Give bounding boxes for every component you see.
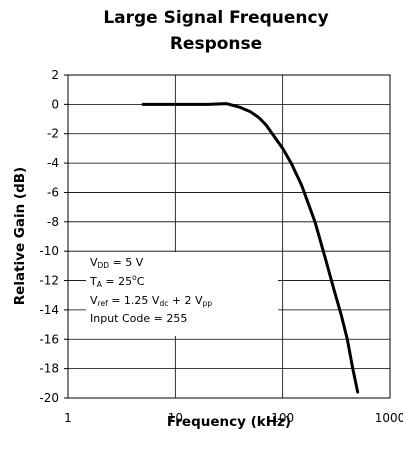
x-tick-label: 10: [168, 411, 183, 425]
annotation-vref: Vref = 1.25 Vdc + 2 Vpp: [90, 294, 212, 308]
annotation-input-code: Input Code = 255: [90, 312, 187, 325]
y-tick-label: -2: [47, 127, 59, 141]
grid: [67, 74, 391, 399]
y-tick-label: -12: [39, 274, 59, 288]
annotation-vdd: VDD = 5 V: [90, 256, 144, 270]
y-tick-labels: 2 0 -2 -4 -6 -8 -10 -12 -14 -16 -18 -20: [39, 68, 68, 405]
x-axis-label: Frequency (kHz): [167, 414, 291, 430]
y-tick-label: -20: [39, 391, 59, 405]
y-tick-label: -18: [39, 362, 59, 376]
y-tick-label: -8: [47, 215, 59, 229]
legend-box: VDD = 5 V TA = 25oC Vref = 1.25 Vdc + 2 …: [86, 252, 278, 336]
y-axis-label: Relative Gain (dB): [12, 167, 28, 305]
y-tick-label: -10: [39, 244, 59, 258]
annotation-background: [86, 252, 278, 336]
y-tick-label: -4: [47, 156, 59, 170]
annotation-ta: TA = 25oC: [89, 273, 145, 289]
y-tick-label: 0: [51, 97, 59, 111]
y-tick-label: -6: [47, 185, 59, 199]
y-tick-label: 2: [51, 68, 59, 82]
chart-title-line2: Response: [170, 34, 262, 54]
y-tick-label: -14: [39, 303, 59, 317]
gain-curve: [141, 102, 360, 394]
chart-title-line1: Large Signal Frequency: [103, 8, 328, 28]
x-tick-label: 100: [271, 411, 294, 425]
x-tick-label: 1000: [375, 411, 403, 425]
x-tick-label: 1: [64, 411, 72, 425]
x-tick-labels: 1 10 100 1000: [64, 411, 403, 425]
plot-frame: [67, 74, 391, 399]
y-tick-label: -16: [39, 332, 59, 346]
